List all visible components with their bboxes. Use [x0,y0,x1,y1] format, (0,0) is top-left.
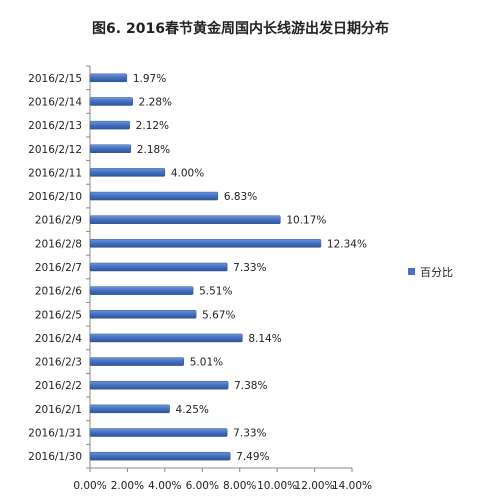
data-label: 1.97% [133,73,166,85]
y-tick-label: 2016/2/5 [35,309,82,321]
bar [89,239,322,248]
chart-title: 图6. 2016春节黄金周国内长线游出发日期分布 [92,21,389,37]
x-tick-label: 10.00% [257,480,297,492]
data-label: 6.83% [224,191,257,203]
y-tick-label: 2016/2/2 [35,380,82,392]
data-label: 10.17% [286,215,326,227]
labels: 0.00% 2.00% 4.00% 6.00% 8.00% 10.00%12.00%14.… [28,73,372,492]
bar [89,191,219,201]
y-tick-label: 2016/1/30 [28,451,82,463]
y-tick-label: 2016/2/1 [35,404,82,416]
bar [89,144,132,154]
bar [89,73,128,83]
bar [89,215,281,224]
data-label: 5.01% [190,357,223,369]
data-label: 12.34% [327,238,367,250]
bar [89,451,231,461]
y-tick-label: 2016/2/12 [28,144,82,156]
y-tick-label: 2016/1/31 [28,428,82,440]
data-label: 5.67% [202,309,235,321]
bar [89,404,170,414]
data-label: 4.00% [171,167,204,179]
x-tick-label: 14.00% [332,480,372,492]
y-tick-label: 2016/2/6 [35,286,82,298]
bar [89,286,194,295]
y-tick-label: 2016/2/3 [35,357,82,369]
y-tick-label: 2016/2/13 [28,120,82,132]
bar [89,380,229,390]
y-tick-label: 2016/2/9 [35,215,82,227]
data-label: 5.51% [199,286,232,298]
data-label: 7.38% [234,380,267,392]
data-label: 7.49% [236,451,269,463]
data-label: 2.18% [137,144,170,156]
data-label: 8.14% [248,333,281,345]
bar [89,310,197,319]
x-tick-label: 12.00% [295,480,335,492]
legend-label: 百分比 [420,266,453,279]
data-label: 7.33% [233,262,266,274]
x-tick-label: 6.00% [186,480,219,492]
x-tick-label: 8.00% [223,480,256,492]
bar [89,97,133,106]
y-tick-label: 2016/2/14 [28,96,82,108]
y-tick-label: 2016/2/7 [35,262,82,274]
bar [89,333,243,343]
bar [89,168,166,177]
bars [89,73,322,461]
data-label: 4.25% [176,404,209,416]
legend: 百分比 [408,264,453,280]
data-label: 7.33% [233,428,266,440]
data-label: 2.28% [139,96,172,108]
y-tick-label: 2016/2/10 [28,191,82,203]
legend-swatch [408,268,415,275]
bar [89,428,228,437]
y-tick-label: 2016/2/4 [35,333,82,345]
bar [89,262,228,272]
x-tick-label: 4.00% [148,480,181,492]
y-tick-label: 2016/2/11 [28,167,82,179]
bar [89,357,185,366]
x-tick-label: 0.00% [73,480,106,492]
data-label: 2.12% [136,120,169,132]
x-tick-label: 2.00% [111,480,144,492]
bar [89,120,130,130]
y-tick-label: 2016/2/8 [35,238,82,250]
y-tick-label: 2016/2/15 [28,73,82,85]
